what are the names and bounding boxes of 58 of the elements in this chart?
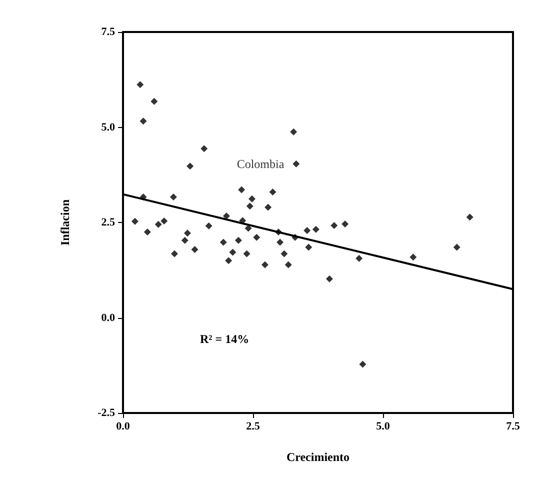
point xyxy=(246,202,254,210)
annotation: Colombia xyxy=(236,156,285,171)
point xyxy=(261,261,268,268)
point xyxy=(144,228,151,236)
point xyxy=(150,98,158,105)
point xyxy=(359,360,366,368)
point xyxy=(170,193,177,200)
point xyxy=(222,212,230,220)
x-tick-label: 5.0 xyxy=(376,420,390,432)
point xyxy=(330,222,338,230)
point xyxy=(304,227,311,234)
point xyxy=(205,222,212,230)
point xyxy=(186,162,194,170)
point xyxy=(264,204,272,211)
y-tick-label: -2.5 xyxy=(98,407,116,419)
x-tick-label: 0.0 xyxy=(116,420,130,432)
point xyxy=(248,195,256,202)
point xyxy=(243,250,250,258)
point xyxy=(326,275,333,282)
point xyxy=(305,244,312,251)
point xyxy=(131,218,138,225)
point xyxy=(229,248,236,256)
y-axis-title: Inflacion xyxy=(58,199,72,246)
point xyxy=(220,238,227,246)
point xyxy=(280,250,288,258)
point xyxy=(234,236,242,244)
point xyxy=(244,224,252,232)
point xyxy=(225,257,232,264)
point xyxy=(200,145,208,152)
point xyxy=(269,188,276,196)
x-tick-label: 7.5 xyxy=(506,420,520,432)
point xyxy=(292,160,300,168)
point xyxy=(181,236,188,244)
point xyxy=(410,254,417,261)
point xyxy=(342,220,349,228)
point xyxy=(140,118,147,125)
point xyxy=(136,81,144,88)
annotation: R² = 14% xyxy=(200,332,250,346)
point xyxy=(160,217,168,224)
point xyxy=(312,226,320,233)
point xyxy=(453,244,460,251)
point xyxy=(290,128,298,136)
point xyxy=(191,246,198,254)
y-tick-label: 0.0 xyxy=(101,312,116,324)
y-tick-label: 2.5 xyxy=(101,216,116,228)
y-tick-label: 7.5 xyxy=(101,26,116,38)
y-tick-label: 5.0 xyxy=(101,121,116,134)
x-tick-label: 2.5 xyxy=(246,420,260,432)
point xyxy=(276,238,284,246)
x-axis-title: Crecimiento xyxy=(286,450,350,464)
point xyxy=(154,220,162,228)
point xyxy=(184,230,191,237)
point xyxy=(170,250,178,258)
point xyxy=(284,261,292,268)
point xyxy=(356,254,363,262)
point xyxy=(466,214,474,221)
point xyxy=(253,234,260,241)
point xyxy=(238,186,246,194)
